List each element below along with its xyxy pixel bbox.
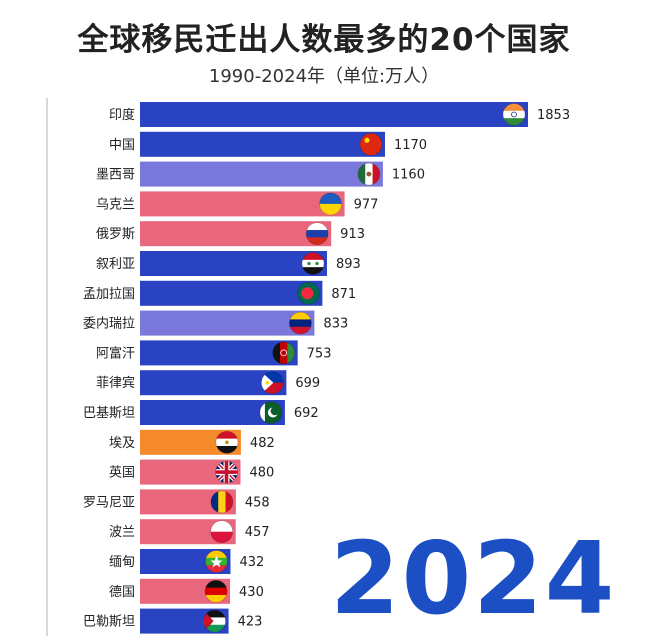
egypt-flag-icon	[215, 430, 239, 454]
china-flag-icon	[359, 133, 383, 156]
value-label: 913	[340, 227, 365, 242]
bar-group: 埃及 482	[109, 429, 275, 455]
category-label: 德国	[109, 585, 135, 600]
bar	[140, 221, 332, 247]
syria-flag-icon	[301, 252, 325, 275]
mexico-flag-icon	[357, 162, 381, 186]
year-label: 2024	[330, 520, 617, 637]
bar-group: 巴勒斯坦 423	[83, 608, 263, 634]
bar-group: 印度 1853	[109, 102, 570, 127]
value-label: 430	[239, 585, 264, 600]
bar	[140, 280, 323, 306]
value-label: 699	[295, 376, 320, 391]
germany-flag-icon	[204, 579, 228, 603]
category-label: 中国	[109, 138, 135, 153]
category-label: 缅甸	[109, 555, 135, 570]
value-label: 692	[294, 406, 319, 421]
category-label: 埃及	[109, 436, 135, 451]
bar-group: 德国 430	[109, 578, 264, 604]
bar	[140, 161, 383, 187]
category-label: 巴基斯坦	[83, 406, 135, 421]
category-label: 阿富汗	[96, 345, 135, 361]
bar	[140, 340, 298, 366]
poland-flag-icon	[210, 520, 233, 544]
bar-group: 巴基斯坦 692	[83, 400, 319, 425]
palestine-flag-icon	[203, 609, 226, 633]
category-label: 墨西哥	[96, 168, 135, 183]
bar-group: 英国 480	[109, 459, 275, 485]
category-label: 波兰	[109, 525, 135, 540]
bar-group: 委内瑞拉 833	[83, 310, 348, 336]
chart-subtitle: 1990-2024年（单位:万人）	[208, 66, 440, 87]
category-label: 委内瑞拉	[83, 316, 135, 332]
bar	[140, 191, 345, 217]
bar-group: 乌克兰 977	[96, 191, 379, 217]
axis-line	[46, 98, 48, 636]
value-label: 893	[336, 257, 361, 272]
value-label: 753	[307, 346, 332, 361]
category-label: 叙利亚	[96, 257, 135, 272]
bar-group: 波兰 457	[109, 519, 270, 545]
value-label: 833	[323, 317, 348, 332]
value-label: 1170	[394, 138, 427, 153]
category-label: 英国	[109, 466, 135, 481]
value-label: 977	[354, 197, 379, 212]
bar-group: 中国 1170	[109, 131, 427, 157]
india-flag-icon	[502, 103, 526, 126]
bar-group: 罗马尼亚 458	[83, 489, 270, 515]
bar	[140, 251, 327, 276]
value-label: 871	[331, 287, 356, 302]
romania-flag-icon	[210, 490, 234, 514]
uk-flag-icon	[215, 460, 238, 484]
bar	[140, 310, 315, 336]
value-label: 432	[239, 555, 264, 570]
ukraine-flag-icon	[319, 192, 342, 216]
value-label: 458	[245, 495, 270, 510]
bar-group: 孟加拉国 871	[83, 280, 356, 306]
value-label: 1853	[537, 108, 570, 123]
category-label: 罗马尼亚	[83, 495, 135, 510]
afghanistan-flag-icon	[272, 341, 295, 365]
category-label: 菲律宾	[96, 375, 135, 391]
bar-group: 缅甸 432	[109, 549, 264, 574]
value-label: 482	[250, 436, 275, 451]
category-label: 俄罗斯	[96, 227, 135, 242]
value-label: 457	[245, 525, 270, 540]
category-label: 乌克兰	[96, 196, 135, 212]
value-label: 1160	[392, 168, 425, 183]
pakistan-flag-icon	[259, 401, 283, 424]
category-label: 孟加拉国	[83, 287, 135, 302]
bar-group: 菲律宾 699	[96, 370, 320, 396]
myanmar-flag-icon	[205, 550, 228, 573]
venezuela-flag-icon	[289, 311, 312, 335]
category-label: 印度	[109, 107, 135, 123]
category-label: 巴勒斯坦	[83, 615, 135, 630]
bar-group: 墨西哥 1160	[96, 161, 425, 187]
bar	[140, 102, 528, 127]
bangladesh-flag-icon	[297, 281, 320, 305]
russia-flag-icon	[305, 222, 329, 245]
bar	[140, 131, 385, 157]
chart-title: 全球移民迁出人数最多的20个国家	[77, 22, 571, 58]
bar-group: 俄罗斯 913	[96, 221, 365, 247]
philippines-flag-icon	[261, 371, 284, 395]
bar-group: 叙利亚 893	[96, 251, 361, 276]
bar-group: 阿富汗 753	[96, 340, 332, 366]
value-label: 423	[238, 615, 263, 630]
value-label: 480	[250, 466, 275, 481]
